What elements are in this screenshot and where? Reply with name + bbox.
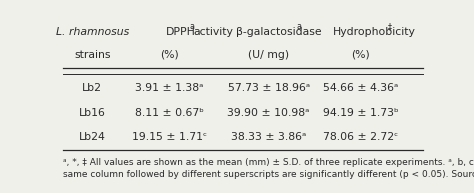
Text: 39.90 ± 10.98ᵃ: 39.90 ± 10.98ᵃ — [228, 108, 310, 118]
Text: 8.11 ± 0.67ᵇ: 8.11 ± 0.67ᵇ — [135, 108, 204, 118]
Text: β-galactosidase: β-galactosidase — [236, 27, 321, 37]
Text: strains: strains — [74, 50, 110, 60]
Text: 38.33 ± 3.86ᵃ: 38.33 ± 3.86ᵃ — [231, 132, 306, 142]
Text: activity: activity — [193, 27, 233, 37]
Text: Hydrophobicity: Hydrophobicity — [333, 27, 416, 37]
Text: ᵃ, *, ‡ All values are shown as the mean (mm) ± S.D. of three replicate experime: ᵃ, *, ‡ All values are shown as the mean… — [63, 158, 474, 167]
Text: Lb16: Lb16 — [79, 108, 106, 118]
Text: L. rhamnosus: L. rhamnosus — [55, 27, 129, 37]
Text: Lb2: Lb2 — [82, 83, 102, 93]
Text: same column followed by different superscripts are significantly different (p < : same column followed by different supers… — [63, 170, 474, 179]
Text: a: a — [296, 22, 301, 31]
Text: (%): (%) — [160, 50, 179, 60]
Text: DPPH: DPPH — [166, 27, 196, 37]
Text: (%): (%) — [351, 50, 370, 60]
Text: Lb24: Lb24 — [79, 132, 106, 142]
Text: 3.91 ± 1.38ᵃ: 3.91 ± 1.38ᵃ — [135, 83, 204, 93]
Text: 57.73 ± 18.96ᵃ: 57.73 ± 18.96ᵃ — [228, 83, 310, 93]
Text: a: a — [190, 22, 195, 31]
Text: ‡: ‡ — [388, 22, 392, 31]
Text: (U/ mg): (U/ mg) — [248, 50, 289, 60]
Text: 78.06 ± 2.72ᶜ: 78.06 ± 2.72ᶜ — [323, 132, 398, 142]
Text: 19.15 ± 1.71ᶜ: 19.15 ± 1.71ᶜ — [132, 132, 207, 142]
Text: 54.66 ± 4.36ᵃ: 54.66 ± 4.36ᵃ — [323, 83, 398, 93]
Text: 94.19 ± 1.73ᵇ: 94.19 ± 1.73ᵇ — [323, 108, 398, 118]
